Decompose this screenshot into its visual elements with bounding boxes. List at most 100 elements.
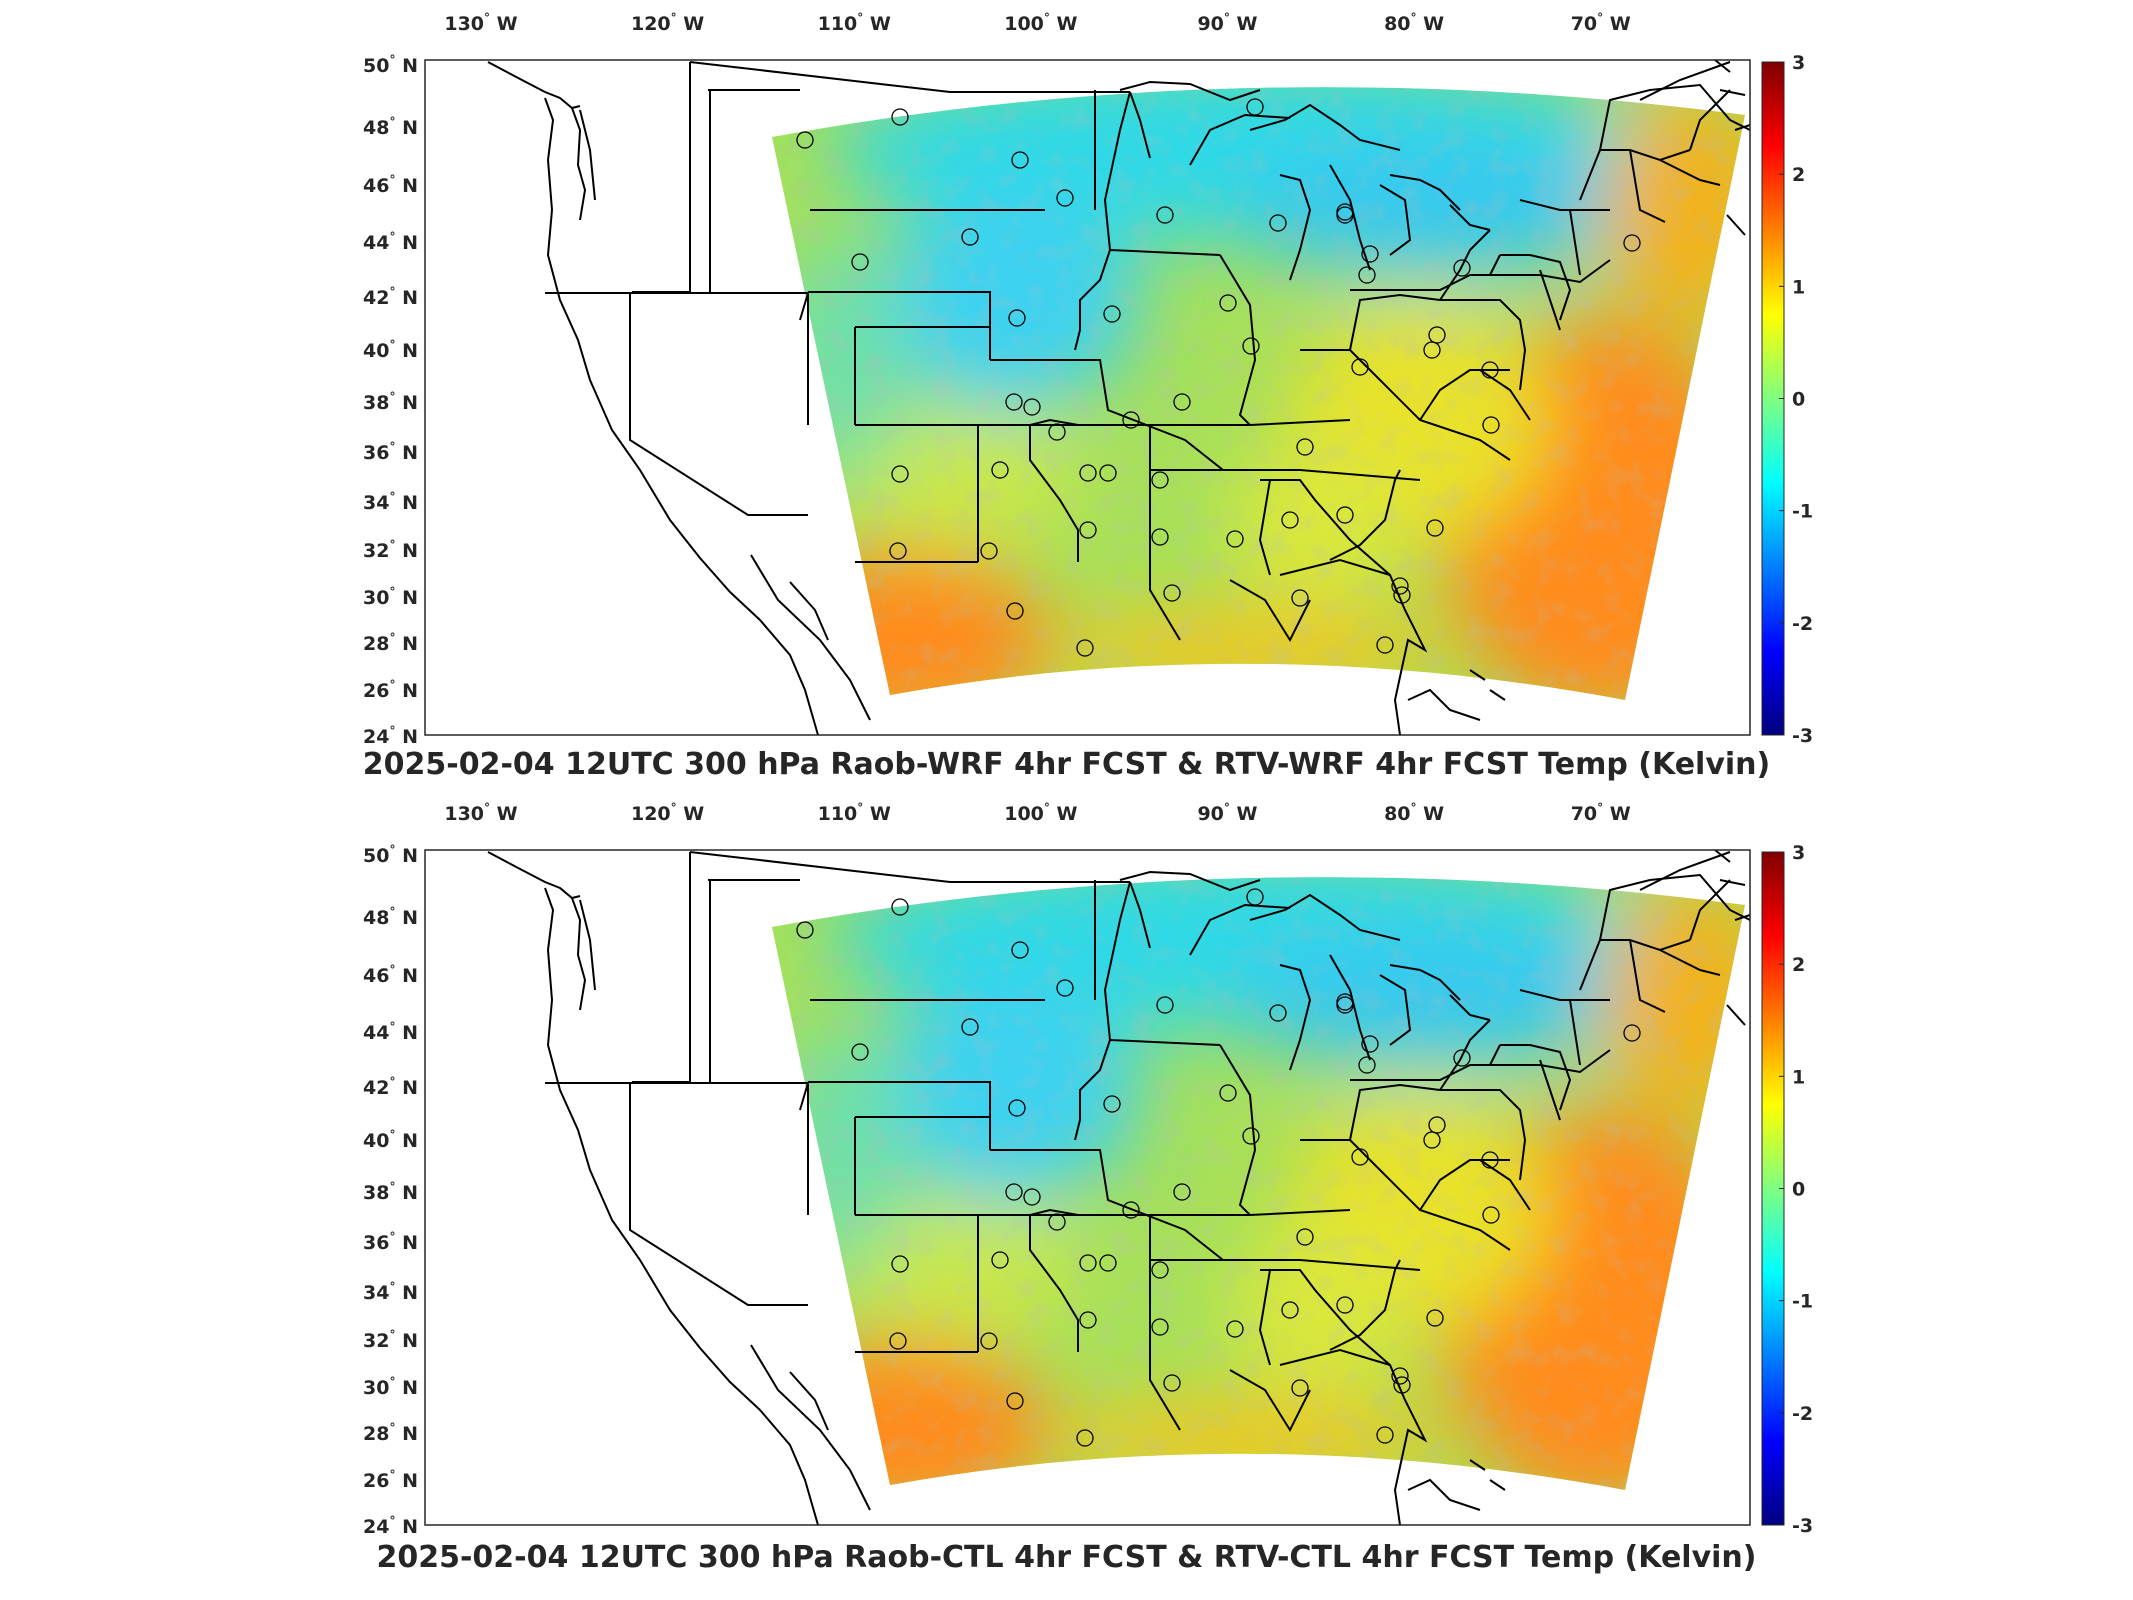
station-marker	[1269, 1004, 1287, 1022]
lon-tick-label: 100° W	[1004, 11, 1077, 35]
map-figure-bottom: 130° W 120° W 110° W 100° W 90° W 80° W 70° W 5…	[363, 801, 1813, 1538]
station-marker	[1391, 1367, 1409, 1385]
panel-title: 2025-02-04 12UTC 300 hPa Raob-CTL 4hr FC…	[376, 1540, 1757, 1575]
colorbar-tick-label: 0	[1792, 1179, 1805, 1201]
colorbar-tick-label: -1	[1792, 1291, 1813, 1313]
station-marker	[961, 228, 979, 246]
station-marker	[1361, 245, 1379, 263]
station-marker	[1048, 423, 1066, 441]
station-marker	[1099, 1254, 1117, 1272]
lat-tick-label: 42° N	[363, 1075, 418, 1099]
station-marker	[1246, 98, 1264, 116]
station-marker	[1103, 1095, 1121, 1113]
station-marker	[1023, 398, 1041, 416]
lon-tick-label: 70° W	[1571, 11, 1631, 35]
colorbar-tick-label: -3	[1792, 725, 1813, 747]
station-marker	[796, 131, 814, 149]
station-marker	[1361, 1035, 1379, 1053]
colorbar-tick-label: 2	[1792, 954, 1805, 976]
station-marker	[796, 921, 814, 939]
station-marker	[1008, 309, 1026, 327]
station-marker	[1103, 305, 1121, 323]
station-marker	[1246, 888, 1264, 906]
station-marker	[1426, 1309, 1444, 1327]
station-marker	[1428, 326, 1446, 344]
station-marker	[1481, 361, 1499, 379]
station-marker	[1358, 266, 1376, 284]
station-marker	[1226, 530, 1244, 548]
station-marker	[1623, 1024, 1641, 1042]
station-marker	[1226, 1320, 1244, 1338]
lat-tick-label: 34° N	[363, 490, 418, 514]
station-marker	[1336, 203, 1354, 221]
lat-tick-label: 30° N	[363, 585, 418, 609]
station-marker	[1079, 464, 1097, 482]
station-marker	[961, 1018, 979, 1036]
station-marker	[1291, 1379, 1309, 1397]
station-marker	[1151, 528, 1169, 546]
station-marker	[1336, 1296, 1354, 1314]
station-marker	[1173, 393, 1191, 411]
station-marker	[1482, 1206, 1500, 1224]
station-marker	[1099, 464, 1117, 482]
lat-tick-label: 50° N	[363, 843, 418, 867]
station-marker	[1393, 1376, 1411, 1394]
lat-tick-label: 24° N	[363, 724, 418, 748]
lat-tick-label: 42° N	[363, 285, 418, 309]
lon-tick-label: 120° W	[631, 11, 704, 35]
station-marker	[980, 542, 998, 560]
lon-tick-label: 100° W	[1004, 801, 1077, 825]
station-marker	[1351, 358, 1369, 376]
colorbar-tick-label: 0	[1792, 389, 1805, 411]
raob-stations	[796, 888, 1641, 1447]
lon-tick-label: 90° W	[1197, 801, 1257, 825]
station-marker	[1351, 1148, 1369, 1166]
station-marker	[1336, 506, 1354, 524]
lat-tick-label: 40° N	[363, 338, 418, 362]
station-marker	[1281, 511, 1299, 529]
lat-tick-label: 36° N	[363, 1230, 418, 1254]
colorbar-tick-label: -2	[1792, 1403, 1813, 1425]
station-marker	[1151, 471, 1169, 489]
station-marker	[1122, 411, 1140, 429]
station-marker	[1623, 234, 1641, 252]
station-marker	[1079, 521, 1097, 539]
station-marker	[891, 898, 909, 916]
station-marker	[1296, 1228, 1314, 1246]
station-marker	[980, 1332, 998, 1350]
lat-tick-label: 26° N	[363, 678, 418, 702]
state-boundaries	[487, 849, 1751, 1526]
lat-tick-label: 44° N	[363, 230, 418, 254]
station-marker	[1453, 1049, 1471, 1067]
lat-tick-label: 50° N	[363, 53, 418, 77]
lat-tick-label: 34° N	[363, 1280, 418, 1304]
lon-tick-label: 110° W	[818, 801, 891, 825]
colorbar-tick-label: 2	[1792, 164, 1805, 186]
station-marker	[1163, 584, 1181, 602]
station-marker	[1008, 1099, 1026, 1117]
station-marker	[1453, 259, 1471, 277]
station-marker	[889, 1332, 907, 1350]
colorbar-tick-label: -1	[1792, 501, 1813, 523]
colorbar-tick-label: 3	[1792, 842, 1805, 864]
lat-tick-label: 46° N	[363, 963, 418, 987]
lat-tick-label: 24° N	[363, 1514, 418, 1538]
panel-title: 2025-02-04 12UTC 300 hPa Raob-WRF 4hr FC…	[362, 747, 1771, 782]
lon-tick-label: 110° W	[818, 11, 891, 35]
station-marker	[851, 1043, 869, 1061]
lon-tick-label: 130° W	[444, 801, 517, 825]
lat-tick-label: 28° N	[363, 1421, 418, 1445]
station-marker	[1173, 1183, 1191, 1201]
lon-tick-label: 80° W	[1384, 801, 1444, 825]
station-marker	[1219, 1084, 1237, 1102]
station-marker	[1122, 1201, 1140, 1219]
station-marker	[891, 108, 909, 126]
station-marker	[1269, 214, 1287, 232]
station-marker	[1428, 1116, 1446, 1134]
station-marker	[1296, 438, 1314, 456]
station-marker	[1079, 1254, 1097, 1272]
station-marker	[1023, 1188, 1041, 1206]
lat-tick-label: 46° N	[363, 173, 418, 197]
station-marker	[1005, 1183, 1023, 1201]
station-marker	[1076, 639, 1094, 657]
